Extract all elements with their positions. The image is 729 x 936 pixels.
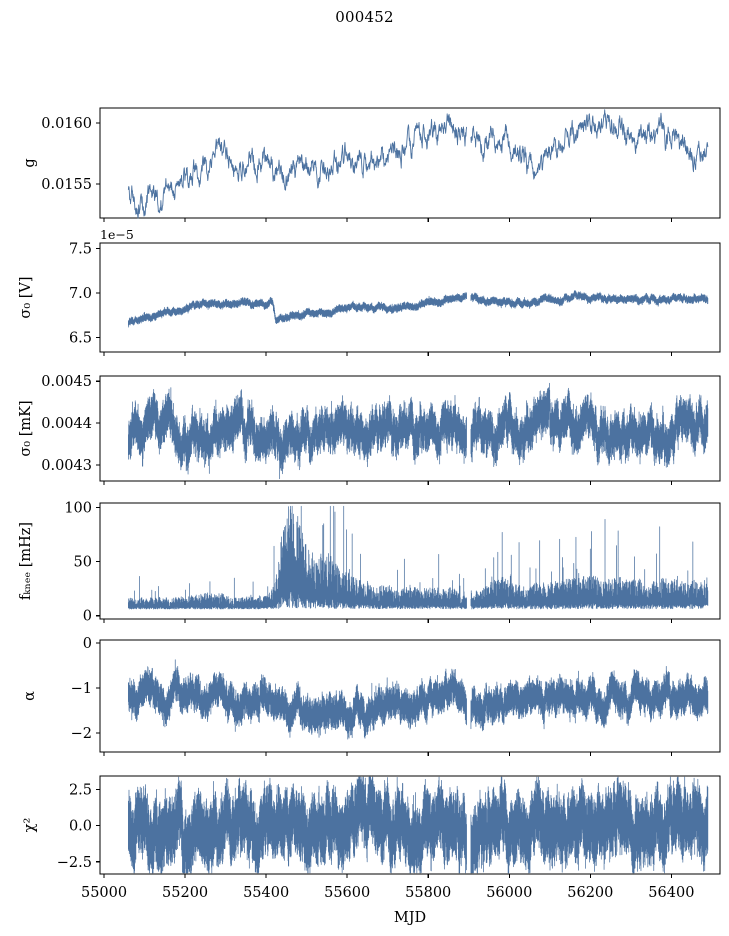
data-series (127, 776, 709, 874)
panel-1: 6.5 7.0 7.5 1e−5 σ₀ [V] (18, 227, 721, 356)
x-tick-label: 55600 (324, 885, 370, 901)
y-tick-label: 0.0160 (41, 116, 92, 132)
y-axis-label: α (22, 691, 38, 701)
y-tick-label: −2.5 (57, 855, 92, 871)
x-tick-label: 56000 (486, 885, 532, 901)
x-tick-label: 55000 (81, 885, 127, 901)
panel-0: 0.0155 0.0160 g (22, 107, 721, 222)
data-series (127, 290, 709, 328)
x-tick-label: 56400 (648, 885, 694, 901)
x-tick-label: 55400 (243, 885, 289, 901)
panel-frame (99, 775, 721, 875)
y-tick-label: −1 (71, 681, 92, 697)
x-tick-label: 56200 (567, 885, 613, 901)
x-tick-label: 55800 (405, 885, 451, 901)
y-axis-label: χ² (22, 818, 38, 833)
y-tick-label: 2.5 (69, 783, 92, 799)
y-tick-label: 0.0 (69, 819, 92, 835)
x-axis-label: MJD (394, 910, 426, 926)
panel-frame (99, 107, 721, 219)
panel-5: −2.5 0.0 2.5 χ² (22, 775, 721, 878)
x-axis: 55000 55200 55400 55600 55800 56000 56200 56400… (81, 885, 694, 926)
y-tick-label: 0 (83, 636, 92, 652)
y-tick-label: 100 (64, 500, 92, 516)
y-axis-label: σ₀ [V] (18, 276, 34, 318)
y-tick-label: 0.0044 (41, 416, 92, 432)
panel-2: 0.0043 0.0044 0.0045 σ₀ [mK] (18, 374, 721, 485)
y-tick-label: 0.0045 (41, 374, 92, 390)
panel-frame (99, 502, 721, 620)
data-series (127, 109, 709, 219)
y-axis-offset-text: 1e−5 (100, 227, 134, 242)
y-tick-label: 0.0155 (41, 177, 92, 193)
y-tick-label: 50 (74, 555, 92, 571)
page-title: 000452 (335, 8, 394, 26)
y-tick-label: 0.0043 (41, 458, 92, 474)
panel-frame (99, 375, 721, 482)
y-tick-label: 7.0 (69, 286, 92, 302)
panel-frame (99, 639, 721, 753)
data-series (127, 382, 709, 480)
y-tick-label: 6.5 (69, 331, 92, 347)
panel-3: 0 50 100 fₖₙₑₑ [mHz] (18, 500, 721, 625)
y-axis-label: g (22, 158, 38, 167)
y-tick-label: 0 (83, 609, 92, 625)
panel-frame (99, 242, 721, 353)
y-tick-label: 7.5 (69, 241, 92, 257)
y-axis-label: σ₀ [mK] (18, 400, 34, 456)
data-series (127, 659, 709, 740)
panel-4: 0 −1 −2 α (22, 636, 721, 756)
data-series (127, 505, 709, 610)
y-tick-label: −2 (71, 726, 92, 742)
x-tick-label: 55200 (162, 885, 208, 901)
y-axis-label: fₖₙₑₑ [mHz] (18, 522, 34, 600)
